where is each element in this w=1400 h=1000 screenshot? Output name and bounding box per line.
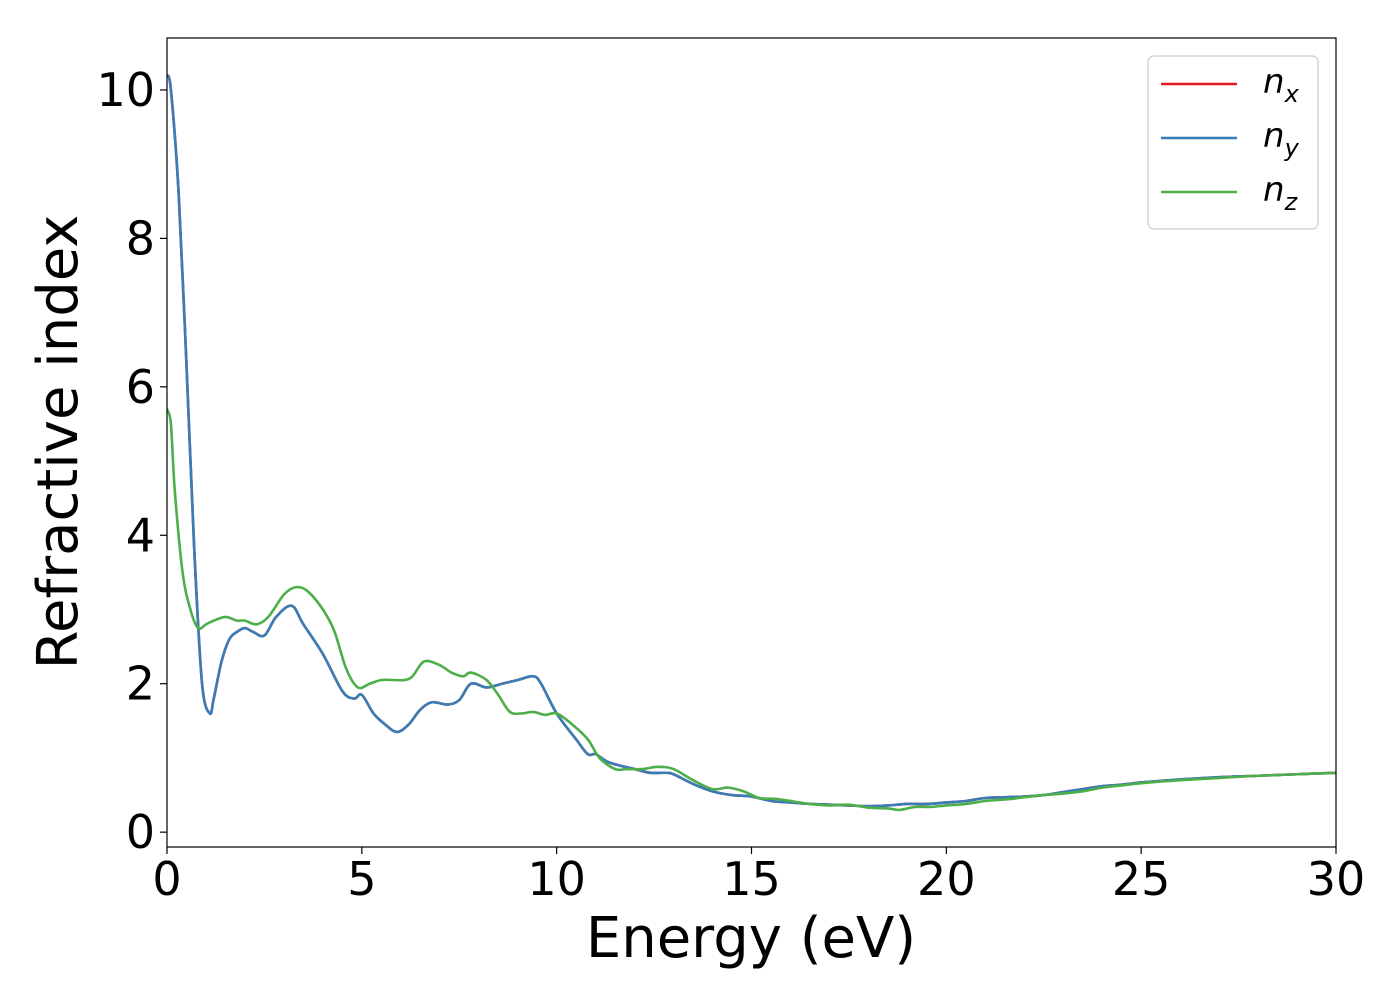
legend-label-nz: nz: [1263, 170, 1299, 216]
y-tick-label: 2: [126, 657, 155, 711]
y-tick-label: 6: [126, 360, 155, 414]
x-tick-label: 20: [917, 852, 976, 906]
y-tick-label: 8: [126, 211, 155, 265]
x-axis-title: Energy (eV): [586, 906, 916, 971]
legend: nx ny nz: [1147, 55, 1319, 230]
x-tick-label: 15: [722, 852, 781, 906]
x-tick-label: 30: [1307, 852, 1366, 906]
x-tick-label: 25: [1112, 852, 1171, 906]
x-tick-label: 5: [347, 852, 376, 906]
y-tick-label: 4: [126, 508, 155, 562]
plot-area: [167, 38, 1336, 847]
series-layer: [167, 73, 1336, 812]
y-tick-label: 10: [96, 63, 155, 117]
series-line-ny: [167, 73, 1336, 808]
tick-layer: 0 5 10 15 20 25 30 0 2 4 6 8 10: [96, 63, 1365, 906]
x-tick-label: 10: [527, 852, 586, 906]
y-axis-title: Refractive index: [26, 215, 91, 670]
legend-box: [1147, 55, 1319, 230]
y-tick-label: 0: [126, 805, 155, 859]
x-tick-label: 0: [152, 852, 181, 906]
legend-label-nx: nx: [1263, 62, 1300, 108]
legend-label-ny: ny: [1263, 116, 1300, 162]
series-line-nz: [167, 407, 1336, 812]
